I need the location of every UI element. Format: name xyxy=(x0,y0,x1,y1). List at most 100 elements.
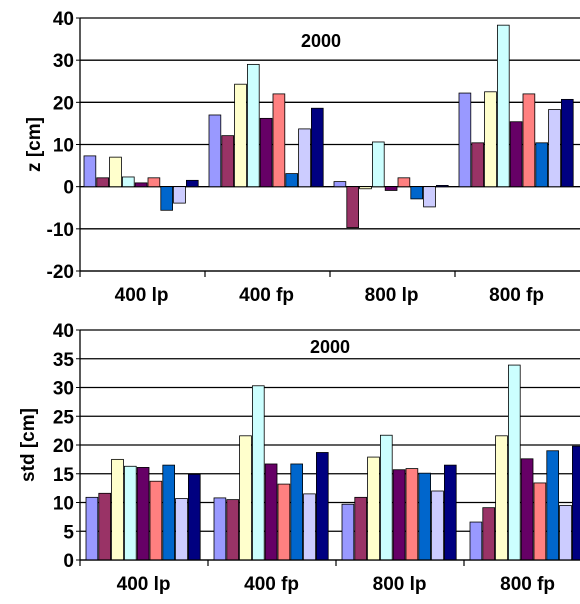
bar-6-800-lp xyxy=(405,468,419,561)
bar-1-400-lp xyxy=(85,496,99,561)
y-tick-label: -20 xyxy=(47,262,74,283)
bar-7-800-lp xyxy=(410,186,423,200)
bar-6-400-fp xyxy=(272,93,286,188)
bar-3-800-fp xyxy=(484,91,497,188)
y-tick-label: 0 xyxy=(63,551,74,572)
bar-1-800-lp xyxy=(341,503,355,561)
y-tick-label: 35 xyxy=(53,350,75,371)
bar-2-400-fp xyxy=(226,499,240,561)
y-tick-label: 30 xyxy=(53,51,74,72)
bar-5-400-fp xyxy=(264,463,278,561)
y-axis-label: std [cm] xyxy=(18,408,39,482)
y-tick-label: 10 xyxy=(53,136,74,157)
chart-panel-2: 0 5 10 15 20 25 30 35 40 400 lp 400 fp 800 lp 800 fp… xyxy=(18,321,580,595)
bar-3-800-lp xyxy=(359,186,372,190)
category-label: 800 fp xyxy=(489,285,544,306)
bar-8-400-fp xyxy=(298,128,311,188)
bar-4-800-lp xyxy=(379,434,393,561)
bar-8-400-lp xyxy=(173,186,186,204)
y-tick-label: 20 xyxy=(53,93,74,114)
bar-6-400-fp xyxy=(277,483,291,561)
bar-1-800-lp xyxy=(333,181,347,188)
bar-1-400-lp xyxy=(83,155,97,188)
y-tick-label: 10 xyxy=(53,494,74,515)
category-label: 400 fp xyxy=(239,285,294,306)
bar-7-800-lp xyxy=(418,472,431,561)
bar-7-400-fp xyxy=(285,173,298,188)
bar-6-400-lp xyxy=(149,480,163,561)
y-tick-label: 40 xyxy=(53,9,74,30)
category-label: 400 fp xyxy=(244,574,299,595)
bar-1-400-fp xyxy=(213,497,227,561)
bar-8-800-lp xyxy=(431,490,444,561)
bar-6-800-lp xyxy=(397,177,411,188)
bar-4-800-fp xyxy=(496,24,510,188)
bar-9-400-lp xyxy=(187,473,201,561)
bar-5-800-lp xyxy=(392,469,406,561)
chart-title: 2000 xyxy=(310,337,350,357)
y-tick-label: 15 xyxy=(53,465,75,486)
y-tick-label: 25 xyxy=(53,407,75,428)
category-label: 800 fp xyxy=(500,574,555,595)
bar-8-800-fp xyxy=(559,504,572,561)
bar-2-800-fp xyxy=(482,507,495,561)
bar-3-400-fp xyxy=(239,435,252,561)
bar-4-400-lp xyxy=(122,176,135,188)
bar-7-800-fp xyxy=(535,142,548,188)
bar-5-800-lp xyxy=(384,186,398,191)
bar-4-800-fp xyxy=(507,364,521,561)
chart-title: 2000 xyxy=(301,31,341,51)
category-label: 400 lp xyxy=(115,285,169,306)
bar-2-800-lp xyxy=(346,186,359,228)
bar-5-800-fp xyxy=(520,458,534,561)
bar-9-800-lp xyxy=(435,185,449,188)
bar-7-400-fp xyxy=(290,463,303,561)
bar-7-400-lp xyxy=(162,464,176,561)
bar-1-800-fp xyxy=(458,92,472,188)
bar-4-400-lp xyxy=(124,465,137,561)
bar-3-800-fp xyxy=(495,435,508,561)
bar-2-400-lp xyxy=(96,177,110,188)
bar-9-800-lp xyxy=(443,464,457,561)
bar-7-400-lp xyxy=(160,186,174,211)
bar-1-800-fp xyxy=(469,521,483,561)
category-label: 800 lp xyxy=(365,285,419,306)
bar-4-800-lp xyxy=(371,141,385,188)
bar-9-400-fp xyxy=(310,107,324,188)
bar-6-400-lp xyxy=(147,177,161,188)
bar-2-400-lp xyxy=(98,492,112,561)
y-tick-label: 20 xyxy=(53,436,74,457)
bar-3-400-lp xyxy=(111,458,124,561)
bar-3-400-lp xyxy=(109,156,122,188)
y-tick-label: 5 xyxy=(63,522,74,543)
bar-4-400-fp xyxy=(246,63,260,188)
bar-9-400-lp xyxy=(185,179,199,188)
bar-4-400-fp xyxy=(251,385,265,561)
bar-6-800-fp xyxy=(533,482,547,561)
bar-2-800-lp xyxy=(354,496,367,561)
bar-8-800-lp xyxy=(423,186,436,208)
bar-3-800-lp xyxy=(367,456,380,561)
bar-9-800-fp xyxy=(572,445,580,561)
bar-7-800-fp xyxy=(546,450,559,561)
bar-2-400-fp xyxy=(221,135,235,188)
bar-5-400-lp xyxy=(136,467,150,561)
bar-2-800-fp xyxy=(471,142,484,188)
chart-panel-1: -20 -10 0 10 20 30 40 400 lp 400 fp 800 lp 800 fp 2… xyxy=(24,9,580,306)
bar-5-400-lp xyxy=(134,182,148,188)
bar-8-400-lp xyxy=(175,498,188,561)
category-label: 800 lp xyxy=(373,574,427,595)
y-tick-label: 0 xyxy=(63,178,74,199)
y-axis-label: z [cm] xyxy=(24,117,45,172)
bar-5-800-fp xyxy=(509,121,523,188)
category-label: 400 lp xyxy=(117,574,171,595)
bar-3-400-fp xyxy=(234,83,247,188)
y-tick-label: -10 xyxy=(47,220,74,241)
bar-8-400-fp xyxy=(303,493,316,561)
bar-9-800-fp xyxy=(561,98,574,188)
bar-8-800-fp xyxy=(548,109,561,188)
y-tick-label: 40 xyxy=(53,321,74,342)
bar-6-800-fp xyxy=(522,93,536,188)
